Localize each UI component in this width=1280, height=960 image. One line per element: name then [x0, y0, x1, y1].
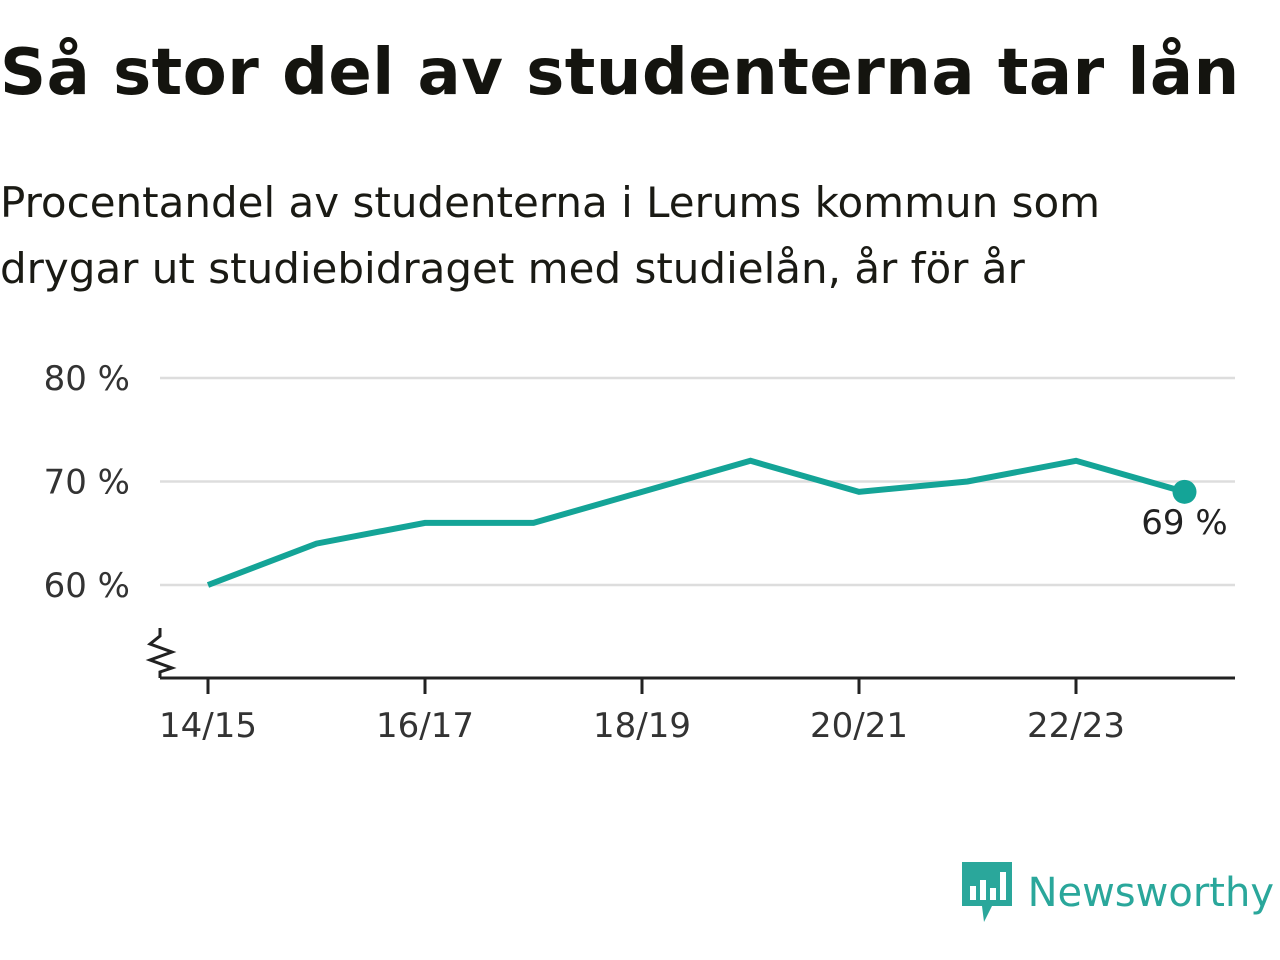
brand-logo: Newsworthy	[961, 862, 1274, 924]
series-group: 69 %	[206, 457, 1228, 588]
gridlines	[160, 376, 1235, 587]
x-tick-label: 14/15	[159, 706, 257, 746]
y-axis-ticks: 60 % 70 % 80 %	[44, 359, 130, 606]
y-tick-label: 80 %	[44, 359, 130, 399]
x-axis-ticks: 14/15 16/17 18/19 20/21 22/23	[159, 678, 1125, 746]
chart-title: Så stor del av studenterna tar lån	[0, 36, 1240, 110]
y-axis-break-icon	[145, 628, 177, 678]
series-line	[206, 457, 1186, 588]
x-tick-label: 18/19	[593, 706, 691, 746]
x-tick-label: 22/23	[1027, 706, 1125, 746]
x-tick-label: 16/17	[376, 706, 474, 746]
x-axis	[145, 628, 1235, 680]
x-tick-label: 20/21	[810, 706, 908, 746]
data-point	[1172, 479, 1197, 504]
brand-name: Newsworthy	[1027, 870, 1274, 916]
y-tick-label: 60 %	[44, 566, 130, 606]
chart-subtitle: Procentandel av studenterna i Lerums kom…	[0, 178, 1101, 293]
data-label: 69 %	[1141, 503, 1227, 543]
y-tick-label: 70 %	[44, 463, 130, 503]
line-chart: 60 % 70 % 80 % 14/15 16/17 18/19 20/21 22/23 6…	[44, 359, 1235, 746]
newsworthy-logo-icon	[961, 862, 1012, 922]
